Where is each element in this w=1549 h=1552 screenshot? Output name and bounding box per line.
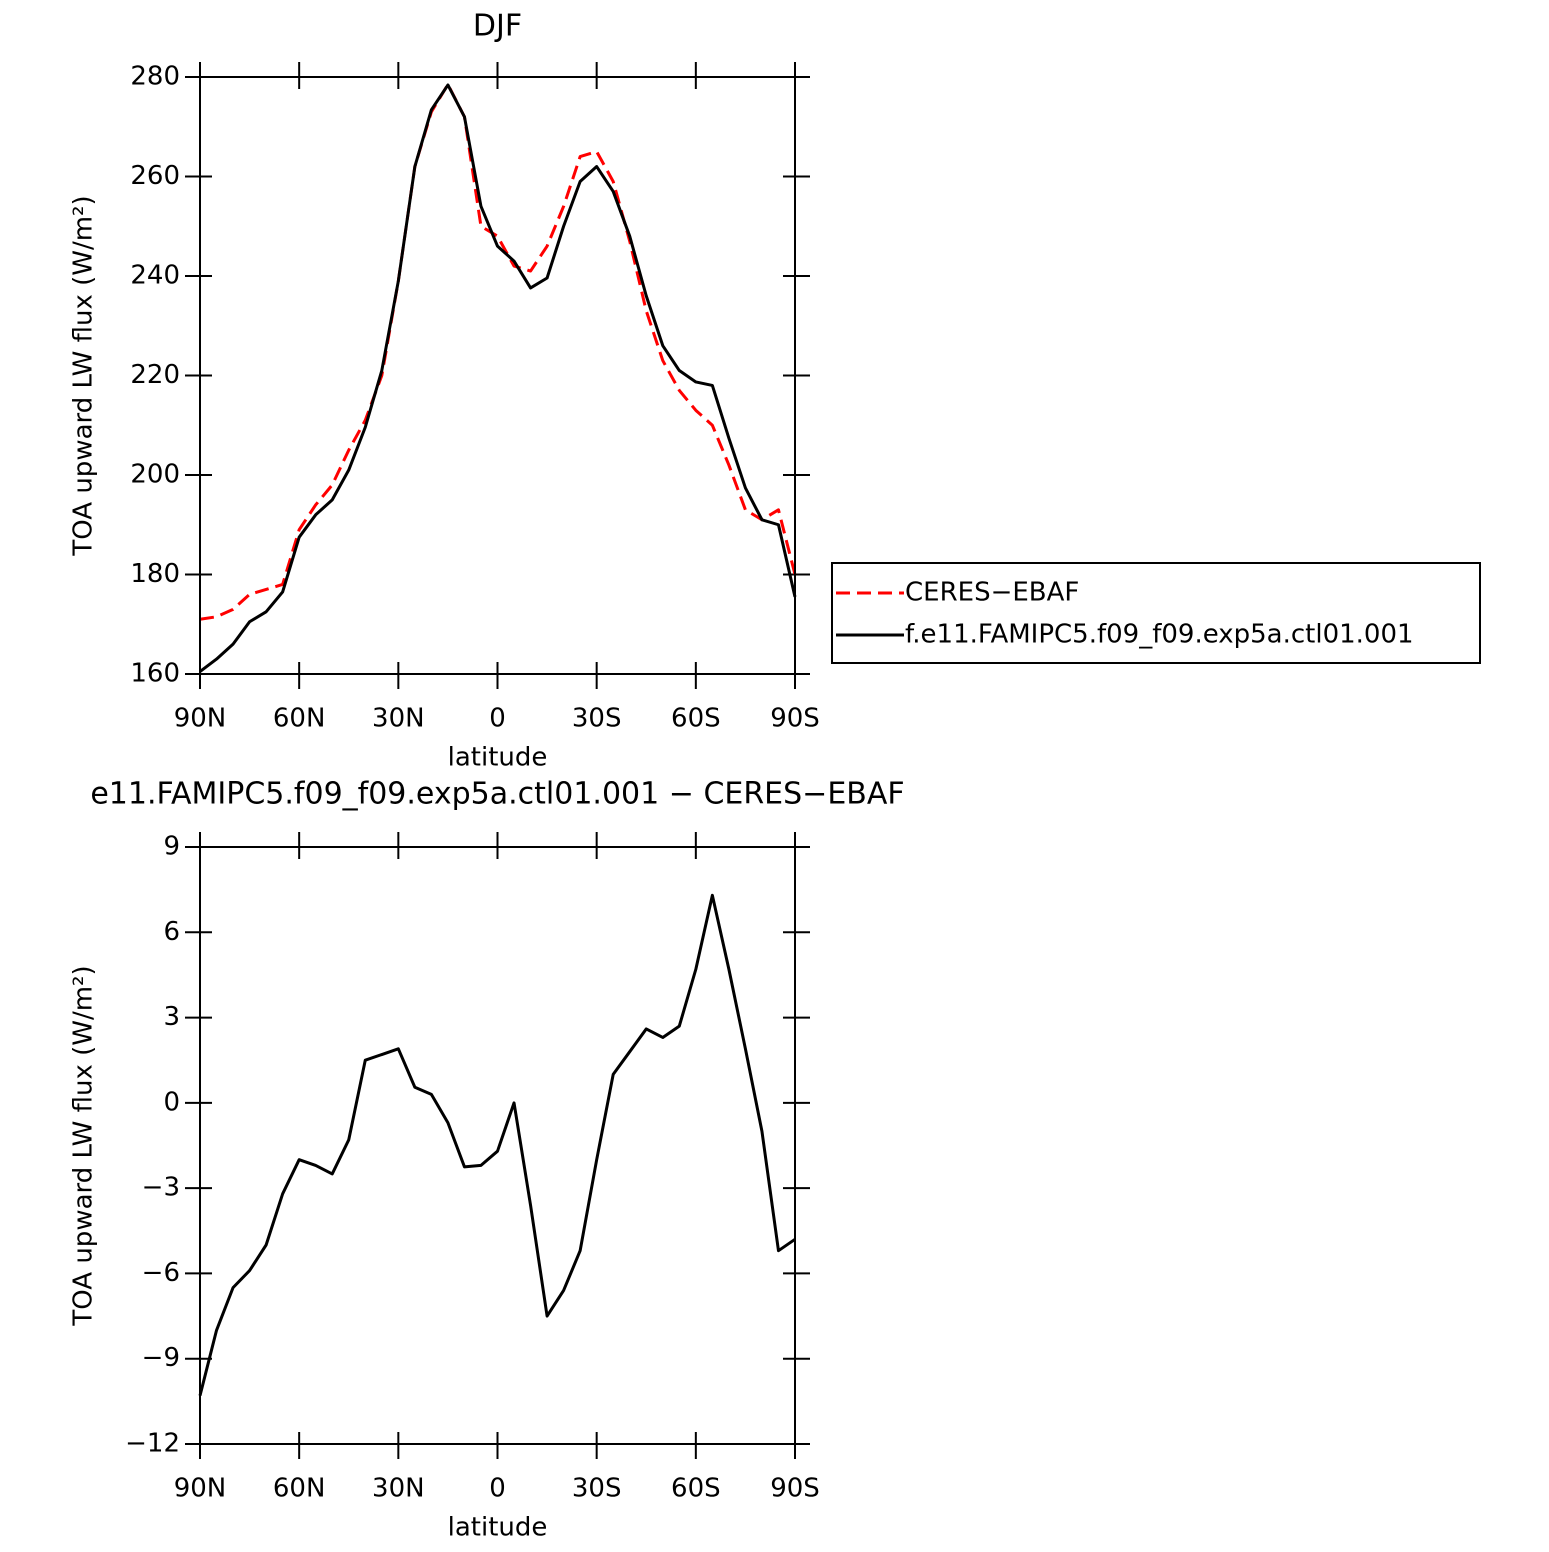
series-line — [199, 82, 797, 621]
y-axis-label: TOA upward LW flux (W/m²) — [69, 965, 99, 1326]
legend-label: CERES−EBAF — [905, 578, 1079, 608]
y-tick-label: 160 — [130, 659, 180, 689]
x-tick-label: 90S — [770, 1474, 820, 1504]
x-tick-label: 0 — [489, 1474, 506, 1504]
x-tick-label: 60N — [273, 704, 326, 734]
y-tick-label: −3 — [142, 1173, 180, 1203]
x-tick-label: 60S — [671, 1474, 721, 1504]
y-tick-label: 200 — [130, 460, 180, 490]
y-tick-label: −6 — [142, 1258, 180, 1288]
y-tick-label: 9 — [163, 832, 180, 862]
chart-title: DJF — [473, 9, 522, 44]
y-tick-label: 220 — [130, 360, 180, 390]
x-tick-label: 60N — [273, 1474, 326, 1504]
x-tick-label: 0 — [489, 704, 506, 734]
y-axis-label: TOA upward LW flux (W/m²) — [69, 195, 99, 556]
y-tick-label: −9 — [142, 1343, 180, 1373]
x-tick-label: 30N — [372, 1474, 425, 1504]
x-axis-label: latitude — [448, 743, 548, 773]
y-tick-label: 240 — [130, 261, 180, 291]
x-tick-label: 90N — [174, 704, 227, 734]
y-tick-label: 3 — [163, 1002, 180, 1032]
x-axis-label: latitude — [448, 1513, 548, 1543]
x-tick-label: 90N — [174, 1474, 227, 1504]
legend-box — [831, 562, 1481, 664]
chart-title: e11.FAMIPC5.f09_f09.exp5a.ctl01.001 − CE… — [90, 777, 904, 812]
series-line — [199, 83, 797, 673]
y-tick-label: −12 — [125, 1429, 180, 1459]
y-tick-label: 280 — [130, 62, 180, 92]
series-line — [198, 893, 796, 1397]
plot-frame — [199, 76, 796, 675]
plot-frame — [199, 846, 796, 1445]
x-tick-label: 30N — [372, 704, 425, 734]
x-tick-label: 30S — [572, 704, 622, 734]
legend-label: f.e11.FAMIPC5.f09_f09.exp5a.ctl01.001 — [905, 620, 1414, 650]
x-tick-label: 30S — [572, 1474, 622, 1504]
y-tick-label: 0 — [163, 1087, 180, 1117]
y-tick-label: 180 — [130, 559, 180, 589]
y-tick-label: 6 — [163, 917, 180, 947]
x-tick-label: 60S — [671, 704, 721, 734]
x-tick-label: 90S — [770, 704, 820, 734]
y-tick-label: 260 — [130, 161, 180, 191]
